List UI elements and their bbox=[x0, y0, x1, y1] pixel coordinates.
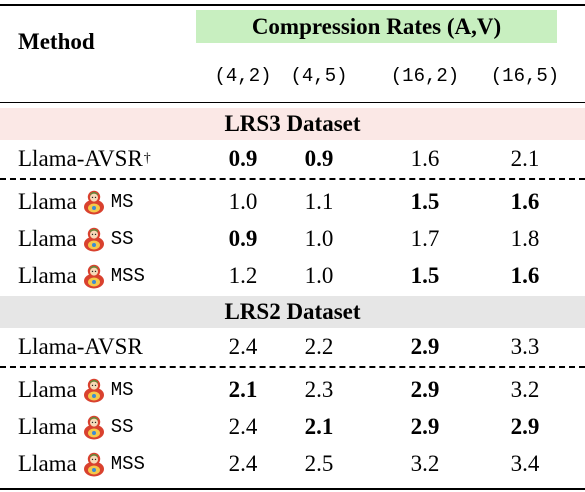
value-cell: 0.9 bbox=[228, 145, 258, 171]
matryoshka-doll-icon bbox=[83, 227, 104, 251]
value-cell: 0.9 bbox=[304, 145, 334, 171]
matryoshka-doll-icon bbox=[83, 190, 104, 214]
matryoshka-doll-icon bbox=[83, 452, 104, 476]
matryoshka-doll-icon bbox=[83, 415, 104, 439]
variant-label: SS bbox=[110, 415, 134, 438]
model-name: Llama bbox=[18, 450, 77, 476]
variant-label: SS bbox=[110, 227, 134, 250]
value-cell: 2.4 bbox=[228, 413, 258, 439]
value-cell: 1.0 bbox=[304, 225, 334, 251]
compression-rates-header-bg: Compression Rates (A,V) bbox=[196, 10, 557, 43]
rule-line bbox=[0, 102, 585, 103]
value-cell: 0.9 bbox=[228, 225, 258, 251]
section-title: LRS3 Dataset bbox=[224, 111, 361, 136]
dashed-separator bbox=[0, 366, 585, 368]
model-name: Llama bbox=[18, 188, 77, 214]
method-header: Method bbox=[18, 29, 95, 54]
rates-row: (4,2) (4,5) (16,2) (16,5) bbox=[0, 58, 585, 94]
value-cell: 3.2 bbox=[510, 376, 540, 402]
method-name: Llama MS bbox=[18, 183, 208, 220]
table-row: Llama MS 1.0 1.1 1.5 1.6 bbox=[0, 183, 585, 220]
value-cell: 2.4 bbox=[228, 333, 258, 359]
model-name: Llama bbox=[18, 376, 77, 402]
value-cell: 1.6 bbox=[510, 262, 540, 288]
method-name: Llama MSS bbox=[18, 257, 208, 294]
method-name: Llama MS bbox=[18, 371, 208, 408]
value-cell: 2.9 bbox=[410, 333, 440, 359]
value-cell: 2.1 bbox=[228, 376, 258, 402]
dagger-mark: † bbox=[143, 150, 151, 166]
value-cell: 2.1 bbox=[510, 145, 540, 171]
rate-header: (4,5) bbox=[290, 65, 348, 87]
model-name: Llama bbox=[18, 262, 77, 288]
value-cell: 2.9 bbox=[510, 413, 540, 439]
value-cell: 3.2 bbox=[410, 450, 440, 476]
section-header-bg: LRS2 Dataset bbox=[0, 296, 585, 328]
table-row: Llama MS 2.1 2.3 2.9 3.2 bbox=[0, 371, 585, 408]
variant-label: MSS bbox=[110, 264, 145, 287]
value-cell: 2.2 bbox=[304, 333, 334, 359]
table-row: Llama-AVSR 2.4 2.2 2.9 3.3 bbox=[0, 328, 585, 365]
value-cell: 2.1 bbox=[304, 413, 334, 439]
section-title: LRS2 Dataset bbox=[224, 299, 361, 324]
variant-label: MS bbox=[110, 378, 134, 401]
value-cell: 1.8 bbox=[510, 225, 540, 251]
matryoshka-doll-icon bbox=[83, 378, 104, 402]
value-cell: 1.5 bbox=[410, 262, 440, 288]
header-row: Method bbox=[0, 10, 585, 74]
variant-label: MSS bbox=[110, 452, 145, 475]
method-name: Llama-AVSR bbox=[18, 328, 208, 365]
value-cell: 1.1 bbox=[304, 188, 334, 214]
method-name: Llama SS bbox=[18, 408, 208, 445]
model-name: Llama bbox=[18, 413, 77, 439]
value-cell: 1.2 bbox=[228, 262, 258, 288]
baseline-name: Llama-AVSR bbox=[18, 333, 143, 359]
value-cell: 2.9 bbox=[410, 413, 440, 439]
value-cell: 2.3 bbox=[304, 376, 334, 402]
value-cell: 2.9 bbox=[410, 376, 440, 402]
baseline-name: Llama-AVSR bbox=[18, 145, 143, 171]
value-cell: 2.4 bbox=[228, 450, 258, 476]
value-cell: 1.5 bbox=[410, 188, 440, 214]
value-cell: 1.6 bbox=[410, 145, 440, 171]
method-name: Llama-AVSR † bbox=[18, 140, 208, 177]
rate-header: (16,2) bbox=[390, 65, 460, 87]
table-row: Llama MSS 2.4 2.5 3.2 3.4 bbox=[0, 445, 585, 482]
value-cell: 3.4 bbox=[510, 450, 540, 476]
method-name: Llama SS bbox=[18, 220, 208, 257]
rule-line bbox=[0, 488, 585, 490]
dashed-separator bbox=[0, 178, 585, 180]
value-cell: 1.7 bbox=[410, 225, 440, 251]
value-cell: 3.3 bbox=[510, 333, 540, 359]
table-row: Llama-AVSR † 0.9 0.9 1.6 2.1 bbox=[0, 140, 585, 177]
compression-rates-title: Compression Rates (A,V) bbox=[251, 13, 502, 39]
table-row: Llama SS 2.4 2.1 2.9 2.9 bbox=[0, 408, 585, 445]
value-cell: 1.0 bbox=[304, 262, 334, 288]
method-name: Llama MSS bbox=[18, 445, 208, 482]
rate-header: (4,2) bbox=[214, 65, 272, 87]
table-row: Llama SS 0.9 1.0 1.7 1.8 bbox=[0, 220, 585, 257]
rate-header: (16,5) bbox=[490, 65, 560, 87]
table-row: Llama MSS 1.2 1.0 1.5 1.6 bbox=[0, 257, 585, 294]
model-name: Llama bbox=[18, 225, 77, 251]
section-header-bg: LRS3 Dataset bbox=[0, 108, 585, 140]
value-cell: 2.5 bbox=[304, 450, 334, 476]
rule-line bbox=[0, 4, 585, 6]
value-cell: 1.0 bbox=[228, 188, 258, 214]
matryoshka-doll-icon bbox=[83, 264, 104, 288]
variant-label: MS bbox=[110, 190, 134, 213]
value-cell: 1.6 bbox=[510, 188, 540, 214]
